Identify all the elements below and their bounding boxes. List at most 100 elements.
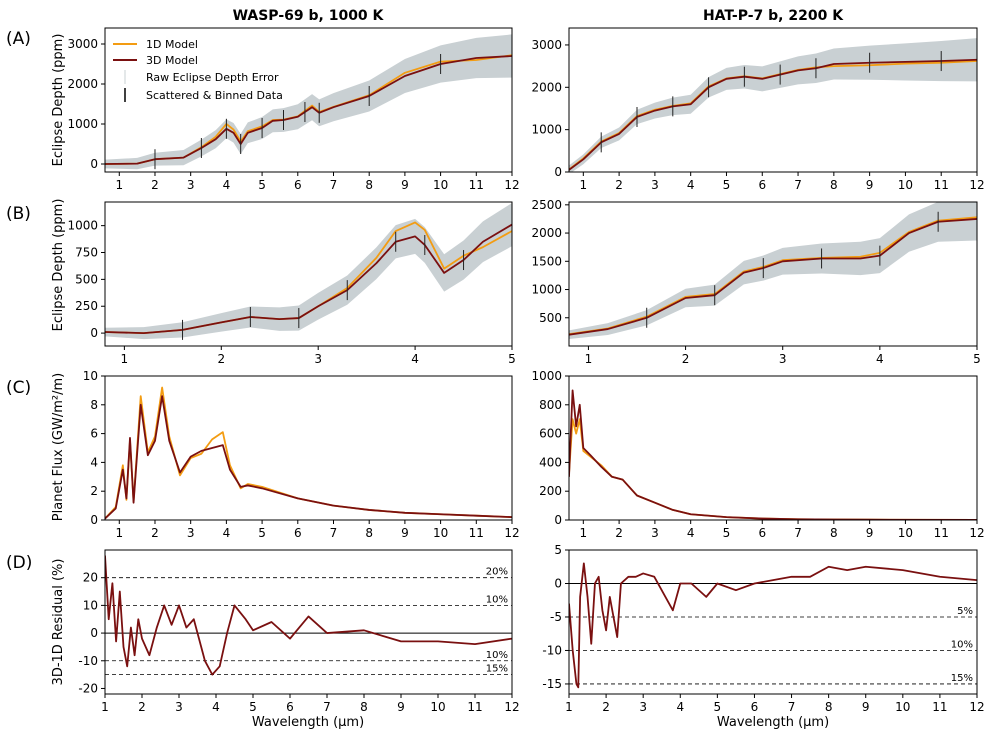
x-tick-label: 2 [151,178,159,192]
y-tick-label: 6 [90,427,98,441]
x-tick-label: 1 [115,178,123,192]
legend: 1D Model 3D Model Raw Eclipse Depth Erro… [113,38,283,102]
series-1d-model [569,216,977,336]
y-tick-label: 2000 [531,80,562,94]
x-tick-label: 9 [862,700,870,714]
y-tick-label: 750 [75,246,98,260]
y-tick-label: 20 [83,571,98,585]
x-tick-label: 10 [433,178,448,192]
x-tick-label: 7 [323,700,331,714]
y-tick-label: -10 [78,654,98,668]
y-tick-label: 500 [539,311,562,325]
series-1d-model [569,418,977,520]
x-tick-label: 4 [876,352,884,366]
series-1d-model [105,386,512,520]
y-tick-label: 0 [90,326,98,340]
x-tick-label: 2 [151,526,159,540]
x-tick-label: 7 [788,700,796,714]
x-tick-label: 1 [579,526,587,540]
axes-frame [568,549,978,695]
title-left: WASP-69 b, 1000 K [233,8,385,24]
x-tick-label: 2 [615,526,623,540]
y-tick-label: 4 [90,455,98,469]
y-tick-label: 600 [539,427,562,441]
x-tick-label: 4 [223,526,231,540]
plot-area [569,562,977,689]
x-tick-label: 5 [508,352,516,366]
axes-frame [104,201,513,347]
legend-label-3d: 3D Model [146,54,198,67]
x-tick-label: 6 [751,700,759,714]
ylabel-c: Planet Flux (GW/m²/m) [51,373,66,521]
series-3d-model [105,555,512,676]
x-tick-label: 3 [175,700,183,714]
error-band [105,202,512,340]
plot-area [569,389,977,520]
x-tick-label: 3 [187,526,195,540]
plot-area [105,555,512,676]
y-tick-label: 1000 [531,123,562,137]
x-tick-label: 1 [579,178,587,192]
legend-label-error: Raw Eclipse Depth Error [146,71,279,84]
legend-label-data: Scattered & Binned Data [146,89,283,102]
x-tick-label: 7 [330,178,338,192]
y-tick-label: 10 [83,598,98,612]
y-tick-label: 3000 [67,37,98,51]
axes-frame [568,27,978,173]
x-tick-label: 11 [934,178,949,192]
x-tick-label: 11 [469,178,484,192]
x-tick-label: 5 [258,526,266,540]
y-tick-label: 2500 [531,198,562,212]
y-tick-label: 0 [90,626,98,640]
x-tick-label: 8 [830,526,838,540]
error-band [569,202,977,340]
x-tick-label: 5 [258,178,266,192]
y-tick-label: 0 [554,165,562,179]
y-tick-label: 0 [554,513,562,527]
x-tick-label: 3 [314,352,322,366]
row-label-a: (A) [6,29,31,49]
panel-b-left: 1 2 3 4 5 0 250 500 750 1000 [67,201,516,366]
y-tick-label: -5 [550,610,562,624]
y-tick-label: 0 [554,576,562,590]
x-tick-label: 11 [932,700,947,714]
y-tick-label: 0 [90,157,98,171]
x-tick-label: 11 [467,700,482,714]
x-tick-label: 9 [866,526,874,540]
y-tick-label: 250 [75,299,98,313]
y-tick-label: 1000 [67,117,98,131]
y-tick-label: 2000 [531,226,562,240]
x-tick-label: 6 [286,700,294,714]
y-tick-label: 1000 [531,369,562,383]
y-tick-label: 0 [90,513,98,527]
x-tick-label: 8 [365,526,373,540]
x-tick-label: 5 [249,700,257,714]
reference-line-label: 10% [951,639,973,650]
xlabel-right: Wavelength (μm) [717,715,829,730]
reference-line-label: 15% [486,664,508,675]
x-tick-label: 2 [615,178,623,192]
y-tick-label: 500 [75,272,98,286]
axes-frame [568,375,978,521]
series-3d-model [105,55,512,165]
plot-area [105,34,512,170]
y-tick-label: 1000 [531,283,562,297]
x-tick-label: 12 [504,526,519,540]
x-tick-label: 10 [895,700,910,714]
y-tick-label: 5 [554,543,562,557]
x-tick-label: 4 [687,178,695,192]
y-tick-label: 1500 [531,254,562,268]
series-3d-model [105,395,512,520]
x-tick-label: 6 [294,526,302,540]
x-tick-label: 12 [504,178,519,192]
y-tick-label: 2 [90,484,98,498]
y-tick-label: 1000 [67,219,98,233]
reference-line-label: 5% [957,606,973,617]
x-tick-label: 8 [360,700,368,714]
y-tick-label: -10 [542,643,562,657]
